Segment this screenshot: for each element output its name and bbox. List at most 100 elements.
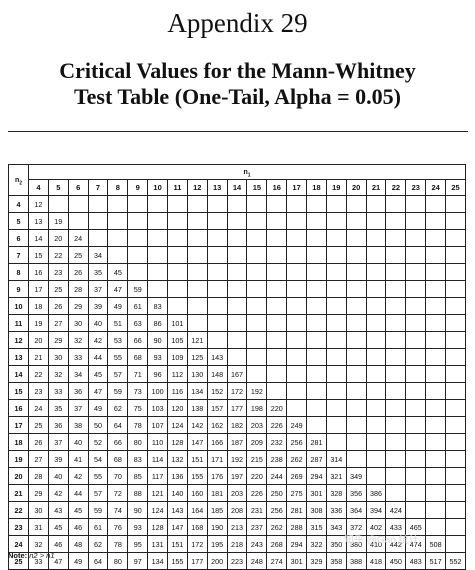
table-cell: 281 [286, 501, 308, 519]
table-cell: 243 [246, 535, 268, 553]
table-cell [345, 212, 367, 230]
table-cell: 16 [28, 263, 49, 281]
table-cell: 177 [186, 552, 208, 570]
table-cell: 45 [107, 263, 129, 281]
table-row: 23 31 45 46 61 76 93 128 147 168 190 213 237 262 288 31… [8, 518, 466, 536]
table-cell [186, 314, 208, 332]
table-cell [306, 348, 327, 366]
table-cell: 32 [47, 365, 69, 383]
table-cell: 356 [345, 484, 367, 502]
table-cell [325, 229, 347, 247]
table-cell [405, 450, 427, 468]
table-cell [246, 212, 268, 230]
table-cell [127, 212, 149, 230]
table-cell [246, 246, 268, 264]
table-cell: 74 [107, 501, 129, 519]
table-cell: 23 [47, 263, 69, 281]
table-cell: 33 [67, 348, 89, 366]
n2-row-header: 7 [8, 246, 29, 264]
note-text: n2 > n1 [29, 551, 55, 560]
table-cell: 34 [87, 246, 109, 264]
table-cell [306, 382, 327, 400]
table-cell [425, 399, 447, 417]
table-cell [325, 382, 347, 400]
table-cell: 47 [87, 382, 109, 400]
table-cell: 226 [266, 416, 288, 434]
table-cell [345, 331, 367, 349]
n1-column-header: 18 [306, 179, 327, 196]
table-cell: 121 [147, 484, 169, 502]
table-cell: 49 [107, 297, 129, 315]
table-cell [226, 331, 248, 349]
table-cell [206, 280, 228, 298]
table-cell [405, 501, 427, 519]
table-cell [445, 467, 466, 485]
table-cell: 29 [47, 331, 69, 349]
table-cell: 138 [186, 399, 208, 417]
table-cell: 450 [385, 552, 407, 570]
table-cell: 76 [107, 518, 129, 536]
table-cell: 249 [286, 416, 308, 434]
table-cell: 59 [107, 382, 129, 400]
table-cell: 105 [167, 331, 188, 349]
table-cell: 134 [186, 382, 208, 400]
table-cell: 37 [47, 433, 69, 451]
table-cell: 83 [147, 297, 169, 315]
table-cell [385, 280, 407, 298]
table-cell [405, 331, 427, 349]
table-cell [167, 246, 188, 264]
table-cell: 151 [167, 535, 188, 553]
table-cell: 34 [67, 365, 89, 383]
table-cell [226, 297, 248, 315]
table-cell: 248 [246, 552, 268, 570]
table-row: 8 16 23 26 35 45 [8, 263, 466, 281]
table-cell [445, 484, 466, 502]
table-cell [286, 348, 308, 366]
table-title-line-2: Test Table (One-Tail, Alpha = 0.05) [74, 84, 401, 109]
table-cell: 288 [286, 518, 308, 536]
table-cell [325, 212, 347, 230]
table-cell: 134 [147, 552, 169, 570]
table-cell [246, 365, 268, 383]
table-cell: 35 [87, 263, 109, 281]
table-cell: 151 [186, 450, 208, 468]
table-cell: 75 [127, 399, 149, 417]
table-cell [345, 450, 367, 468]
table-cell [286, 229, 308, 247]
table-row: 24 32 46 48 62 78 95 131 151 172 195 218 243 268 294 32… [8, 535, 466, 553]
table-cell: 90 [127, 501, 149, 519]
table-cell [167, 212, 188, 230]
n1-column-header: 4 [28, 179, 49, 196]
table-cell [425, 382, 447, 400]
n2-row-header: 19 [8, 450, 29, 468]
table-cell [385, 416, 407, 434]
table-cell [266, 331, 288, 349]
table-cell [266, 280, 288, 298]
table-cell [425, 212, 447, 230]
table-cell: 63 [127, 314, 149, 332]
table-cell [425, 416, 447, 434]
n1-column-header: 20 [345, 179, 367, 196]
n2-row-header: 18 [8, 433, 29, 451]
table-cell: 12 [28, 195, 49, 213]
table-cell: 14 [28, 229, 49, 247]
n1-column-header: 23 [405, 179, 427, 196]
table-cell: 44 [67, 484, 89, 502]
table-row: 13 21 30 33 44 55 68 93 109 125 143 [8, 348, 466, 366]
table-cell [186, 246, 208, 264]
table-cell [206, 229, 228, 247]
table-cell: 86 [147, 314, 169, 332]
table-cell [345, 297, 367, 315]
table-cell [385, 484, 407, 502]
table-cell [167, 263, 188, 281]
table-cell [206, 263, 228, 281]
table-row: 16 24 35 37 49 62 75 103 120 138 157 177 198 220 [8, 399, 466, 417]
table-cell [405, 467, 427, 485]
table-cell: 147 [186, 433, 208, 451]
table-row: 7 15 22 25 34 [8, 246, 466, 264]
table-cell [226, 229, 248, 247]
table-cell: 22 [47, 246, 69, 264]
table-cell: 93 [127, 518, 149, 536]
table-cell [405, 484, 427, 502]
table-cell: 223 [226, 552, 248, 570]
